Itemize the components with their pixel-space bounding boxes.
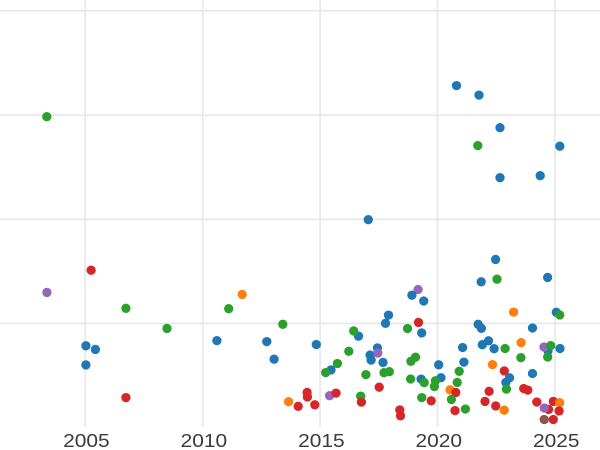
svg-text:2020: 2020 (416, 431, 463, 450)
svg-text:2010: 2010 (181, 431, 228, 450)
svg-text:2025: 2025 (533, 431, 580, 450)
svg-text:2005: 2005 (63, 431, 110, 450)
svg-text:2015: 2015 (298, 431, 345, 450)
